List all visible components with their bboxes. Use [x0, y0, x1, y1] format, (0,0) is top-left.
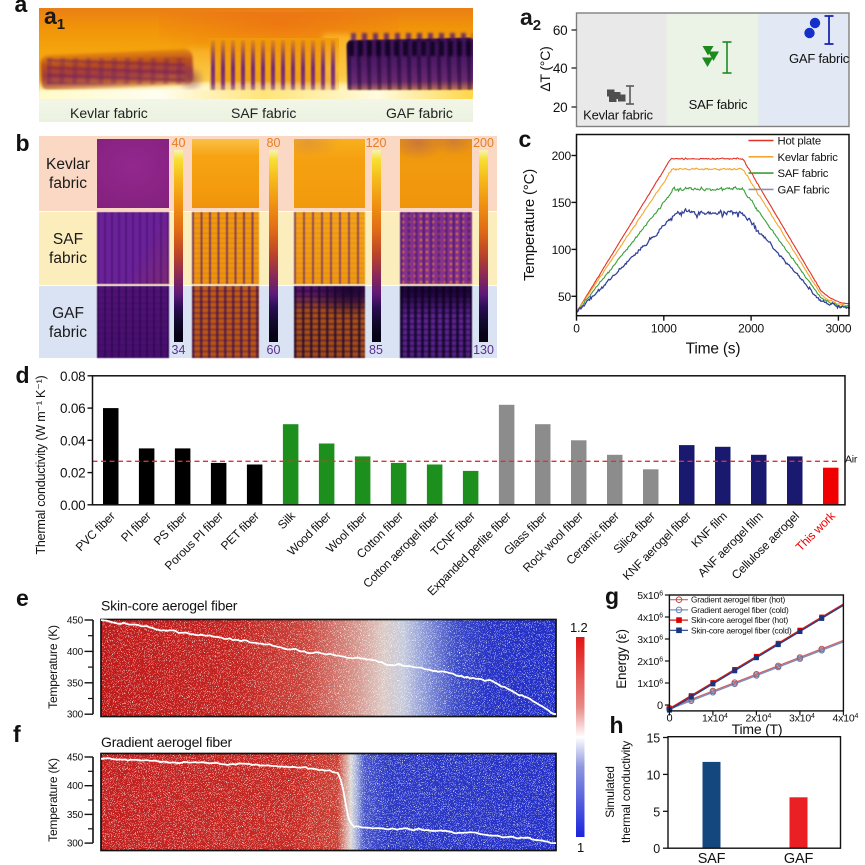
svg-text:Gradient aerogel fiber (cold): Gradient aerogel fiber (cold): [691, 605, 789, 615]
svg-text:5x106: 5x106: [637, 590, 663, 602]
svg-text:1x104: 1x104: [702, 712, 728, 724]
svg-text:0.00: 0.00: [60, 498, 85, 513]
svg-text:2000: 2000: [738, 322, 764, 336]
svg-text:Time (s): Time (s): [686, 341, 741, 358]
svg-text:0: 0: [573, 322, 580, 336]
svg-text:1.2: 1.2: [570, 620, 587, 635]
svg-text:0.06: 0.06: [60, 401, 85, 416]
svg-text:20: 20: [553, 100, 568, 115]
svg-text:4x106: 4x106: [637, 612, 663, 624]
svg-text:0: 0: [657, 700, 663, 712]
svg-text:Kevlar fabric: Kevlar fabric: [778, 152, 839, 164]
svg-text:300: 300: [67, 710, 84, 721]
svg-text:PET fiber: PET fiber: [218, 509, 262, 553]
svg-text:Temperature (K): Temperature (K): [46, 625, 60, 709]
svg-text:GAF: GAF: [784, 851, 814, 865]
svg-text:This work: This work: [793, 508, 839, 554]
svg-text:Air: Air: [845, 453, 858, 465]
svg-text:400: 400: [67, 647, 84, 658]
svg-text:Gradient aerogel fiber (hot): Gradient aerogel fiber (hot): [691, 595, 785, 605]
svg-text:KNF aerogel fiber: KNF aerogel fiber: [620, 509, 694, 583]
svg-text:0: 0: [666, 712, 672, 724]
svg-text:10: 10: [646, 768, 660, 782]
svg-text:300: 300: [67, 839, 84, 850]
svg-text:1: 1: [577, 840, 584, 855]
svg-text:2x104: 2x104: [746, 712, 772, 724]
svg-text:200: 200: [552, 149, 572, 163]
svg-text:350: 350: [67, 810, 84, 821]
svg-text:GAF fabric: GAF fabric: [778, 184, 831, 196]
svg-text:ΔT (°C): ΔT (°C): [537, 46, 553, 91]
svg-text:PVC fiber: PVC fiber: [73, 509, 118, 554]
svg-text:0.08: 0.08: [60, 369, 85, 384]
svg-text:Thermal conductivity (W m⁻¹ K⁻: Thermal conductivity (W m⁻¹ K⁻¹): [34, 375, 48, 554]
svg-text:3000: 3000: [825, 322, 851, 336]
svg-text:Time (T): Time (T): [732, 721, 783, 737]
svg-text:3x106: 3x106: [637, 634, 663, 646]
svg-text:100: 100: [552, 243, 572, 257]
svg-text:Temperature (K): Temperature (K): [46, 758, 60, 842]
svg-text:150: 150: [552, 196, 572, 210]
svg-text:0.02: 0.02: [60, 466, 85, 481]
svg-text:60: 60: [553, 23, 568, 38]
svg-text:2x106: 2x106: [637, 656, 663, 668]
svg-text:350: 350: [67, 678, 84, 689]
svg-text:SAF fabric: SAF fabric: [689, 97, 748, 112]
svg-text:SAF fabric: SAF fabric: [778, 168, 829, 180]
svg-text:50: 50: [558, 290, 571, 304]
svg-text:Simulated: Simulated: [603, 766, 617, 818]
svg-text:0: 0: [653, 842, 660, 856]
svg-text:Silk: Silk: [275, 508, 299, 532]
svg-text:Gradient aerogel fiber: Gradient aerogel fiber: [101, 734, 233, 750]
svg-text:400: 400: [67, 781, 84, 792]
svg-text:4x104: 4x104: [833, 712, 859, 724]
svg-text:40: 40: [553, 61, 568, 76]
svg-text:Skin-core aerogel fiber: Skin-core aerogel fiber: [101, 598, 238, 614]
svg-text:PI fiber: PI fiber: [118, 509, 154, 545]
svg-text:Hot plate: Hot plate: [778, 136, 821, 148]
svg-text:Kevlar fabric: Kevlar fabric: [583, 108, 653, 123]
svg-text:GAF fabric: GAF fabric: [789, 51, 850, 66]
svg-text:450: 450: [67, 616, 84, 627]
svg-text:3x104: 3x104: [789, 712, 815, 724]
svg-text:15: 15: [646, 732, 660, 746]
svg-text:1x106: 1x106: [637, 678, 663, 690]
svg-text:5: 5: [653, 805, 660, 819]
svg-text:thermal conductivity: thermal conductivity: [619, 741, 633, 843]
svg-text:450: 450: [67, 753, 84, 764]
svg-text:Temperature (°C): Temperature (°C): [521, 169, 538, 281]
svg-text:1000: 1000: [651, 322, 677, 336]
svg-text:0.04: 0.04: [60, 433, 86, 448]
svg-text:Skin-core aerogel fiber (cold): Skin-core aerogel fiber (cold): [691, 625, 792, 635]
svg-text:Skin-core aerogel fiber (hot): Skin-core aerogel fiber (hot): [691, 615, 788, 625]
svg-text:Cellulose aerogel: Cellulose aerogel: [729, 509, 802, 582]
svg-text:SAF: SAF: [698, 851, 726, 865]
svg-text:Energy (ε): Energy (ε): [614, 629, 629, 689]
